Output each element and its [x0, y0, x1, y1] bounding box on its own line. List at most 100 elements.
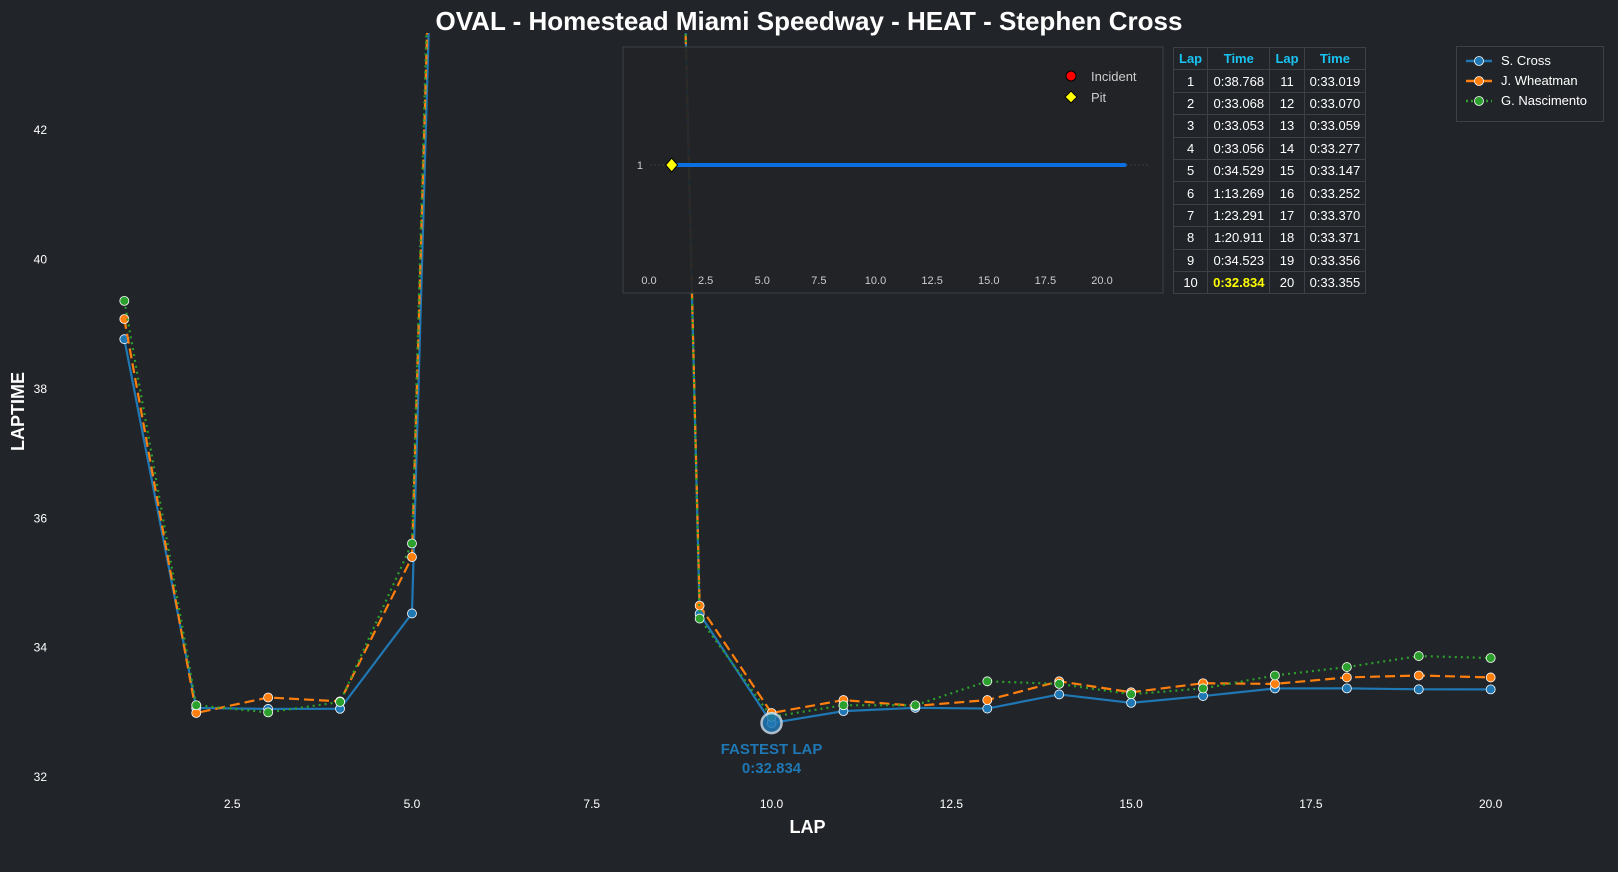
table-header-row: Lap Time Lap Time — [1172, 46, 1367, 71]
table-cell: 1 — [1172, 69, 1209, 93]
table-cell: 0:33.059 — [1303, 114, 1367, 138]
data-point — [694, 613, 705, 624]
legend-item: G. Nascimento — [1465, 93, 1587, 108]
data-point — [1126, 697, 1137, 708]
table-row: 3 0:33.053 13 0:33.059 — [1172, 114, 1367, 138]
inset-x-tick: 5.0 — [755, 275, 770, 287]
x-tick-label: 17.5 — [1299, 797, 1323, 811]
y-tick-label: 40 — [34, 252, 48, 266]
legend-label: S. Cross — [1501, 53, 1551, 68]
x-tick-label: 2.5 — [224, 797, 241, 811]
x-axis-label: LAP — [790, 817, 826, 837]
data-point — [119, 295, 130, 306]
fastest-lap-marker — [760, 711, 783, 735]
data-point — [407, 608, 417, 619]
data-point — [1413, 684, 1424, 695]
data-point — [1485, 653, 1496, 663]
table-cell: 0:34.529 — [1207, 158, 1271, 183]
y-axis-label: LAPTIME — [8, 372, 28, 451]
table-cell: 4 — [1172, 136, 1209, 160]
table-cell: 0:32.834 — [1207, 270, 1271, 295]
x-tick-label: 5.0 — [404, 797, 421, 811]
table-cell: 10 — [1172, 270, 1209, 295]
table-row: 1 0:38.768 11 0:33.019 — [1172, 69, 1367, 93]
table-cell: 20 — [1269, 270, 1305, 295]
table-cell: 5 — [1172, 158, 1209, 183]
data-point — [1341, 672, 1352, 683]
x-tick-label: 7.5 — [583, 797, 600, 811]
x-tick-label: 15.0 — [1119, 797, 1143, 811]
legend-line-icon — [1466, 95, 1492, 106]
incident-legend-icon — [1065, 70, 1077, 82]
y-tick-label: 34 — [34, 641, 48, 655]
data-point — [982, 703, 993, 714]
chart-title: OVAL - Homestead Miami Speedway - HEAT -… — [435, 6, 1183, 36]
table-header: Lap — [1172, 46, 1209, 71]
data-point — [335, 697, 345, 707]
legend-item: J. Wheatman — [1465, 73, 1578, 88]
data-point — [1054, 678, 1065, 689]
table-cell: 0:38.768 — [1207, 69, 1271, 93]
lap-times-table: Lap Time Lap Time 1 0:38.768 11 0:33.019 2 0:33.0… — [1172, 46, 1367, 295]
legend-line-icon — [1466, 55, 1492, 66]
series-line-0 — [123, 33, 1491, 725]
table-cell: 0:33.053 — [1207, 114, 1271, 138]
data-point — [1270, 670, 1280, 681]
inset-x-tick: 7.5 — [811, 275, 826, 287]
table-row: 8 1:20.911 18 0:33.371 — [1172, 226, 1367, 250]
table-cell: 0:33.019 — [1303, 69, 1367, 93]
table-row: 2 0:33.068 12 0:33.070 — [1172, 91, 1367, 116]
data-point — [263, 692, 274, 703]
table-cell: 3 — [1172, 114, 1209, 138]
data-point — [1198, 683, 1208, 694]
y-tick-label: 32 — [34, 770, 48, 784]
data-point — [263, 707, 274, 718]
data-point — [1413, 670, 1424, 681]
data-point — [1485, 684, 1496, 695]
data-point — [119, 314, 130, 324]
table-cell: 12 — [1269, 91, 1305, 116]
inset-x-tick: 2.5 — [698, 275, 713, 287]
table-cell: 2 — [1172, 91, 1209, 116]
data-point — [191, 700, 202, 711]
legend-line-icon — [1466, 75, 1492, 86]
table-header: Time — [1207, 46, 1271, 71]
table-cell: 6 — [1172, 181, 1209, 205]
table-cell: 0:33.371 — [1303, 226, 1367, 250]
x-tick-label: 20.0 — [1479, 797, 1503, 811]
table-row: 7 1:23.291 17 0:33.370 — [1172, 203, 1367, 228]
data-point — [1270, 678, 1280, 689]
data-point — [838, 700, 849, 711]
table-cell: 8 — [1172, 226, 1209, 250]
fastest-lap-time: 0:32.834 — [742, 760, 802, 777]
inset-legend-label: Pit — [1091, 90, 1107, 105]
table-row: 9 0:34.523 19 0:33.356 — [1172, 248, 1367, 272]
table-cell: 0:33.355 — [1303, 270, 1367, 295]
data-point — [910, 700, 921, 711]
table-row: 6 1:13.269 16 0:33.252 — [1172, 181, 1367, 205]
table-header: Time — [1303, 46, 1367, 71]
pit-legend-icon — [1064, 90, 1078, 104]
table-cell: 19 — [1269, 248, 1305, 272]
table-cell: 13 — [1269, 114, 1305, 138]
table-cell: 1:20.911 — [1207, 226, 1271, 250]
table-cell: 0:34.523 — [1207, 248, 1271, 272]
inset-y-tick: 1 — [637, 160, 643, 172]
table-cell: 16 — [1269, 181, 1305, 205]
table-cell: 15 — [1269, 158, 1305, 183]
y-tick-label: 38 — [34, 382, 48, 396]
y-tick-label: 36 — [34, 511, 48, 525]
table-header: Lap — [1269, 46, 1305, 71]
x-tick-label: 10.0 — [760, 797, 784, 811]
table-cell: 0:33.252 — [1303, 181, 1367, 205]
table-cell: 0:33.070 — [1303, 91, 1367, 116]
legend-item: S. Cross — [1465, 53, 1551, 68]
inset-x-tick: 15.0 — [978, 275, 999, 287]
chart-legend: S. Cross J. Wheatman G. Nascimento — [1456, 46, 1604, 122]
table-row: 10 0:32.834 20 0:33.355 — [1172, 270, 1367, 295]
table-cell: 7 — [1172, 203, 1209, 228]
data-point — [1054, 689, 1065, 700]
table-cell: 0:33.356 — [1303, 248, 1367, 272]
y-tick-label: 42 — [34, 123, 48, 137]
